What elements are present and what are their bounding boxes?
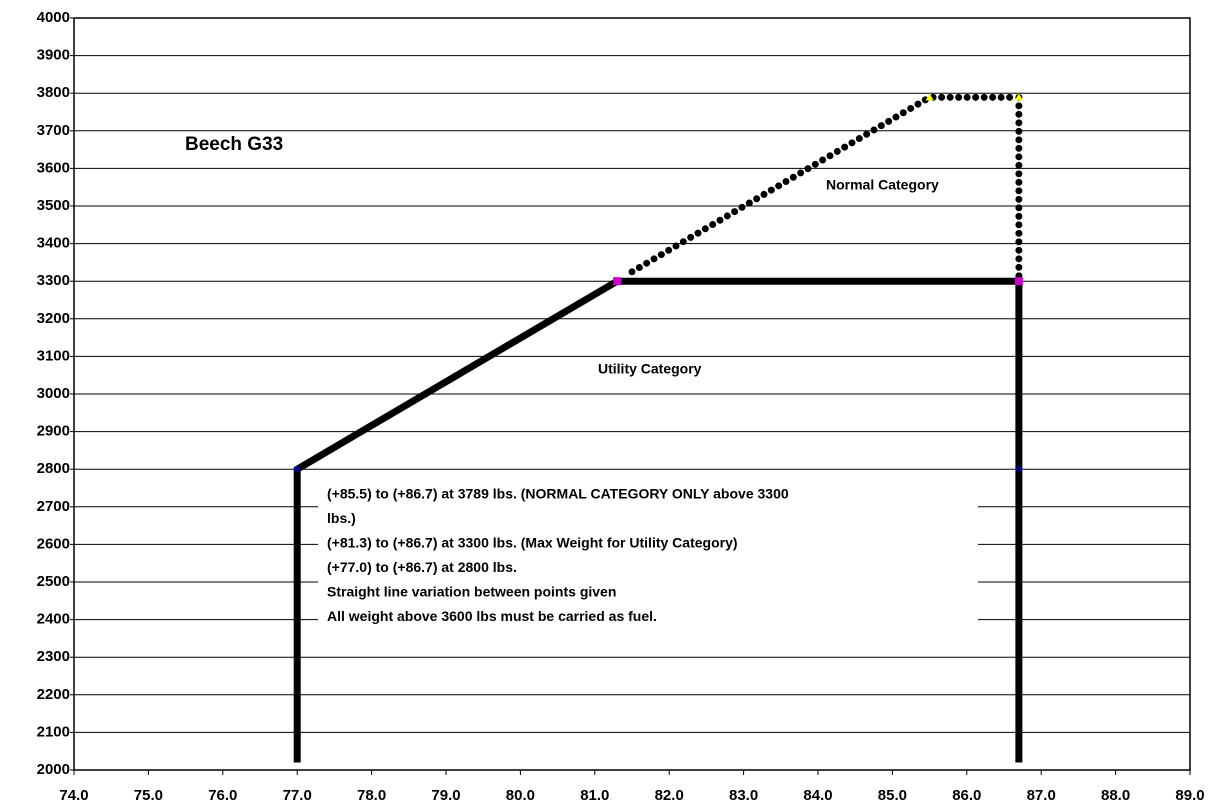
x-tick-label: 85.0	[878, 787, 907, 804]
chart-title: Beech G33	[185, 134, 283, 155]
y-tick-label: 2900	[37, 423, 70, 440]
x-tick-label: 86.0	[952, 787, 981, 804]
marker	[293, 465, 302, 474]
note-line: Straight line variation between points g…	[327, 584, 616, 600]
y-tick-label: 3300	[37, 272, 70, 289]
y-tick-label: 2700	[37, 498, 70, 515]
marker	[925, 93, 934, 101]
y-tick-label: 3400	[37, 235, 70, 252]
marker	[613, 277, 622, 286]
y-tick-label: 2100	[37, 723, 70, 740]
x-tick-label: 89.0	[1175, 787, 1204, 804]
y-tick-label: 3600	[37, 159, 70, 176]
x-tick-label: 74.0	[59, 787, 88, 804]
x-tick-label: 81.0	[580, 787, 609, 804]
x-tick-label: 77.0	[283, 787, 312, 804]
y-tick-label: 3100	[37, 347, 70, 364]
y-tick-label: 2200	[37, 686, 70, 703]
plot-border	[73, 17, 1191, 771]
x-tick-label: 75.0	[134, 787, 163, 804]
y-tick-label: 3200	[37, 310, 70, 327]
x-tick-label: 83.0	[729, 787, 758, 804]
y-tick-label: 2300	[37, 648, 70, 665]
y-tick-label: 3500	[37, 197, 70, 214]
x-tick-label: 87.0	[1027, 787, 1056, 804]
y-tick-label: 2600	[37, 535, 70, 552]
annotation: Normal Category	[826, 177, 939, 193]
note-line: (+77.0) to (+86.7) at 2800 lbs.	[327, 559, 517, 575]
x-tick-label: 78.0	[357, 787, 386, 804]
x-tick-label: 79.0	[431, 787, 460, 804]
y-tick-label: 3700	[37, 122, 70, 139]
y-tick-label: 2800	[37, 460, 70, 477]
x-tick-label: 82.0	[655, 787, 684, 804]
annotation: Utility Category	[598, 361, 702, 377]
note-box	[318, 482, 978, 628]
marker	[1014, 277, 1023, 286]
y-tick-label: 3900	[37, 47, 70, 64]
x-tick-label: 88.0	[1101, 787, 1130, 804]
marker	[1014, 465, 1023, 474]
dotted-line	[628, 93, 1015, 276]
y-tick-label: 3000	[37, 385, 70, 402]
y-tick-label: 3800	[37, 84, 70, 101]
y-tick-label: 2400	[37, 611, 70, 628]
marker	[1014, 93, 1023, 101]
y-tick-label: 4000	[37, 9, 70, 26]
y-tick-label: 2000	[37, 761, 70, 778]
x-tick-label: 84.0	[803, 787, 832, 804]
y-tick-label: 2500	[37, 573, 70, 590]
x-tick-label: 76.0	[208, 787, 237, 804]
note-line: lbs.)	[327, 510, 356, 526]
note-line: (+85.5) to (+86.7) at 3789 lbs. (NORMAL …	[327, 486, 789, 502]
note-line: All weight above 3600 lbs must be carrie…	[327, 608, 657, 624]
note-line: (+81.3) to (+86.7) at 3300 lbs. (Max Wei…	[327, 535, 738, 551]
x-tick-label: 80.0	[506, 787, 535, 804]
